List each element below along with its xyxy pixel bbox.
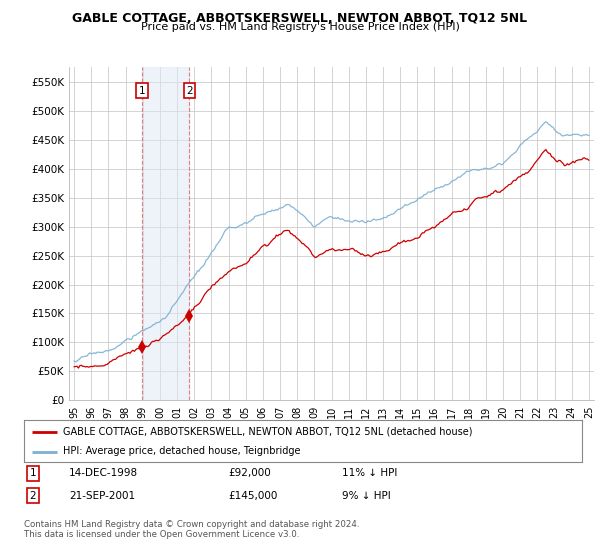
Text: 14-DEC-1998: 14-DEC-1998 — [69, 468, 138, 478]
Text: 1: 1 — [139, 86, 145, 96]
Text: HPI: Average price, detached house, Teignbridge: HPI: Average price, detached house, Teig… — [63, 446, 301, 456]
Text: 1: 1 — [29, 468, 37, 478]
Text: £145,000: £145,000 — [228, 491, 277, 501]
Text: GABLE COTTAGE, ABBOTSKERSWELL, NEWTON ABBOT, TQ12 5NL (detached house): GABLE COTTAGE, ABBOTSKERSWELL, NEWTON AB… — [63, 427, 473, 437]
Text: 21-SEP-2001: 21-SEP-2001 — [69, 491, 135, 501]
Text: 2: 2 — [186, 86, 193, 96]
Text: Price paid vs. HM Land Registry's House Price Index (HPI): Price paid vs. HM Land Registry's House … — [140, 22, 460, 32]
Text: 9% ↓ HPI: 9% ↓ HPI — [342, 491, 391, 501]
Text: £92,000: £92,000 — [228, 468, 271, 478]
Text: Contains HM Land Registry data © Crown copyright and database right 2024.
This d: Contains HM Land Registry data © Crown c… — [24, 520, 359, 539]
Text: GABLE COTTAGE, ABBOTSKERSWELL, NEWTON ABBOT, TQ12 5NL: GABLE COTTAGE, ABBOTSKERSWELL, NEWTON AB… — [73, 12, 527, 25]
Bar — [142, 67, 190, 400]
Text: 11% ↓ HPI: 11% ↓ HPI — [342, 468, 397, 478]
Text: 2: 2 — [29, 491, 37, 501]
